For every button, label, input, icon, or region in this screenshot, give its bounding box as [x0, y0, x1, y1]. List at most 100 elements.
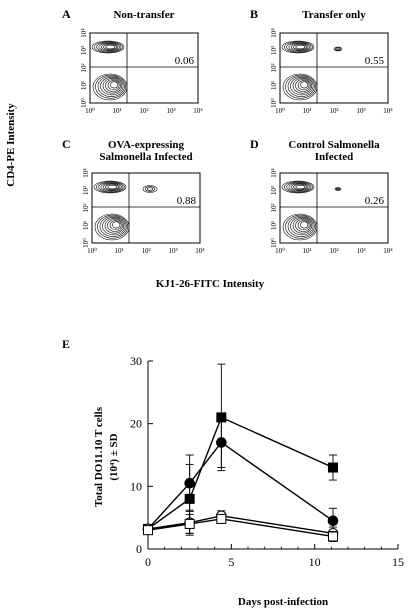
- contour-ring: [290, 76, 314, 96]
- contour-ring: [287, 75, 315, 97]
- contour-ring: [102, 183, 121, 191]
- contour-ring: [293, 44, 307, 50]
- contour-ring: [281, 180, 315, 194]
- series-filled-square: [143, 363, 338, 534]
- contour-ring: [112, 221, 121, 229]
- y-tick-label: 10²: [270, 63, 278, 72]
- y-axis-title: CD4-PE Intensity: [5, 103, 17, 187]
- contour-ring: [286, 182, 312, 192]
- y-tick-label: 10¹: [80, 81, 88, 90]
- contour-ring: [333, 46, 343, 52]
- panel-letter: D: [250, 137, 259, 151]
- series-line: [147, 441, 334, 530]
- contour-ring: [98, 182, 124, 192]
- x-tick-label: 10⁴: [195, 247, 205, 255]
- contour-ring: [96, 42, 122, 52]
- contour-ring: [103, 44, 117, 50]
- contour-ring: [286, 42, 312, 52]
- series-open-circle: [142, 509, 339, 541]
- x-tick-label: 10²: [329, 247, 338, 255]
- contour-ring: [290, 217, 314, 236]
- contour-ring: [100, 76, 124, 96]
- data-point: [216, 437, 227, 448]
- contour-ring: [110, 81, 119, 89]
- data-point: [327, 515, 339, 527]
- x-tick-label: 10¹: [114, 247, 123, 255]
- contour-ring: [285, 214, 317, 239]
- data-point: [216, 513, 227, 524]
- panel-title: Control Salmonella: [288, 139, 380, 151]
- x-tick-label: 10³: [356, 107, 365, 115]
- x-tick-label: 10³: [166, 107, 175, 115]
- contour-ring: [97, 75, 125, 97]
- x-tick-label: 10²: [141, 247, 150, 255]
- panel-title: Salmonella Infected: [99, 151, 192, 163]
- contour-ring: [102, 78, 123, 94]
- y-tick-label: 10⁴: [82, 168, 90, 178]
- contour-ring: [295, 219, 311, 232]
- contour-ring: [297, 80, 310, 91]
- contour-ring: [147, 187, 153, 191]
- flow-panel-B: B Transfer only 0.55 10⁰ 10¹ 10² 10³ 10⁴ 10⁰ 10¹ 1…: [250, 7, 393, 115]
- panel-title: Transfer only: [302, 9, 366, 21]
- y-tick-label: 10¹: [270, 221, 278, 230]
- y-tick-label: 10²: [80, 63, 88, 72]
- x-tick-label: 10³: [356, 247, 365, 255]
- y-tick-label: 20: [130, 417, 142, 431]
- x-axis-title: KJ1-26-FITC Intensity: [156, 278, 265, 290]
- y-tick-label: 10: [130, 479, 142, 493]
- contour-ring: [99, 215, 127, 237]
- contour-ring: [96, 181, 125, 193]
- contour-ring: [107, 80, 120, 91]
- x-tick-label: 10⁰: [275, 247, 285, 255]
- contour-ring: [91, 40, 125, 54]
- data-point: [143, 525, 153, 536]
- x-tick-label: 10²: [139, 107, 148, 115]
- series-open-square: [143, 513, 338, 542]
- plot-frame: [279, 32, 389, 104]
- contour-ring: [105, 44, 116, 50]
- contour-ring: [107, 184, 118, 190]
- y-tick-label: 10²: [82, 203, 90, 212]
- contour-ring: [300, 221, 309, 229]
- data-point: [184, 477, 195, 489]
- flow-panels: A Non-transfer 0.06 10⁰ 10¹ 10² 10³ 10⁴ 10⁰ 10¹ 10…: [62, 7, 393, 255]
- contour-plot: [91, 40, 128, 101]
- contour-ring: [97, 214, 129, 239]
- contour-ring: [297, 220, 310, 231]
- y-tick-label: 10²: [270, 203, 278, 212]
- contour-ring: [288, 42, 310, 52]
- x-tick-label: 10⁴: [383, 107, 393, 115]
- contour-plot: [281, 40, 343, 101]
- x-tick-label: 5: [228, 555, 234, 569]
- panel-letter: E: [62, 337, 70, 351]
- y-tick-label: 10⁰: [82, 238, 90, 248]
- contour-ring: [287, 215, 315, 237]
- y-tick-label: 30: [130, 354, 142, 368]
- contour-ring: [94, 213, 130, 241]
- x-tick-label: 10³: [168, 247, 177, 255]
- contour-ring: [292, 218, 313, 234]
- data-point: [328, 462, 338, 473]
- contour-ring: [142, 185, 158, 193]
- panel-letter: B: [250, 7, 258, 21]
- quadrant-percent: 0.26: [365, 195, 385, 207]
- y-tick-label: 0: [136, 542, 142, 556]
- panel-title: Infected: [315, 151, 354, 163]
- series-line: [147, 515, 334, 535]
- plot-frame: [89, 32, 199, 104]
- quadrant-percent: 0.88: [177, 195, 197, 207]
- x-tick-label: 15: [392, 555, 404, 569]
- y-tick-label: 10³: [82, 186, 90, 195]
- panel-letter: C: [62, 137, 71, 151]
- quadrant-percent: 0.06: [175, 55, 195, 67]
- x-axis-label: Days post-infection: [238, 596, 328, 608]
- contour-ring: [292, 78, 313, 94]
- series-line: [147, 416, 334, 530]
- y-tick-label: 10⁰: [270, 238, 278, 248]
- contour-ring: [283, 181, 313, 193]
- contour-ring: [295, 79, 311, 92]
- x-tick-label: 10⁰: [275, 107, 285, 115]
